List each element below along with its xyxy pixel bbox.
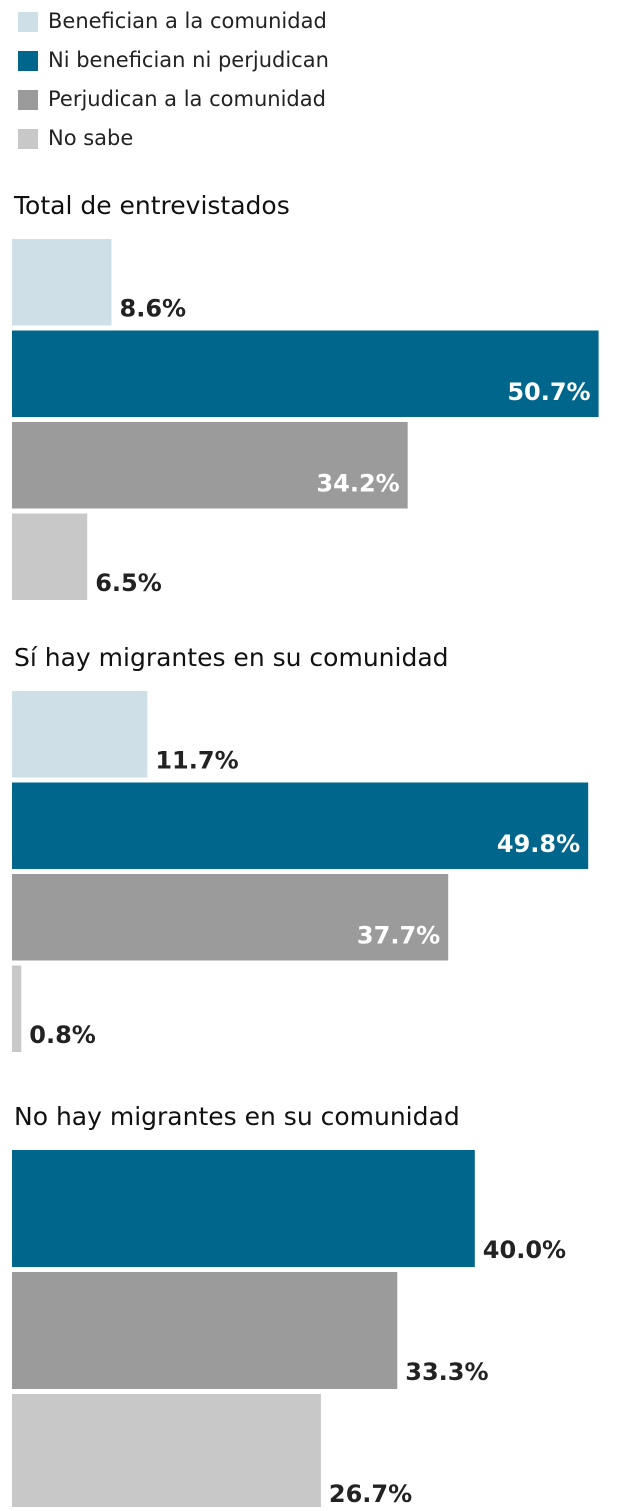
bar [12,239,112,326]
value-label: 8.6% [120,295,187,323]
value-label: 26.7% [329,1480,412,1507]
value-label: 50.7% [507,378,590,406]
legend-label: Benefician a la comunidad [48,9,327,33]
legend-label: Perjudican a la comunidad [48,87,326,111]
group-title: No hay migrantes en su comunidad [14,1102,460,1131]
value-label: 34.2% [316,470,399,498]
bar [12,422,408,509]
bar [12,874,449,961]
bar [12,782,589,869]
legend-label: No sabe [48,126,133,150]
bar [12,1150,475,1267]
bar [12,1394,321,1511]
value-label: 6.5% [95,569,162,597]
value-label: 11.7% [155,747,238,775]
legend-label: Ni benefician ni perjudican [48,48,329,72]
legend-swatch [18,129,38,149]
bar [12,513,88,600]
group-title: Total de entrevistados [13,191,290,220]
bar [12,1272,398,1389]
legend-swatch [18,12,38,32]
bar [12,691,148,778]
group-title: Sí hay migrantes en su comunidad [14,643,449,672]
value-label: 37.7% [357,922,440,950]
bar [12,965,22,1052]
legend-swatch [18,51,38,71]
value-label: 0.8% [29,1021,96,1049]
legend-swatch [18,90,38,110]
value-label: 40.0% [483,1236,566,1264]
bar [12,330,599,417]
value-label: 49.8% [497,830,580,858]
value-label: 33.3% [405,1358,488,1386]
